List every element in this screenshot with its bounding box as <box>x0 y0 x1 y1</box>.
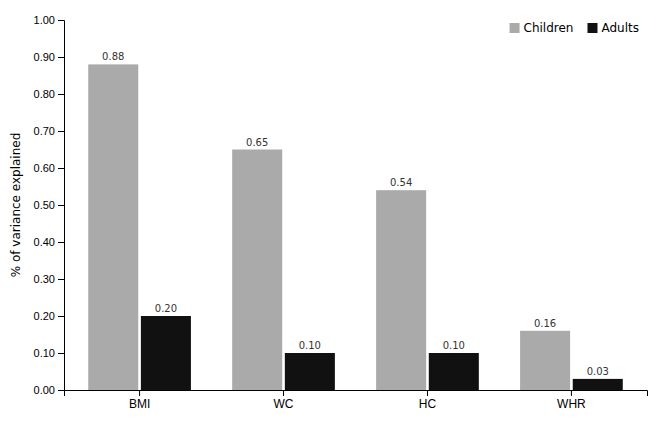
y-tick-mark <box>58 316 64 317</box>
data-label: 0.20 <box>155 303 177 314</box>
bar <box>88 64 138 390</box>
y-tick-label: 0.20 <box>34 310 55 322</box>
y-tick-label: 0.90 <box>34 51 55 63</box>
legend-swatch <box>510 23 520 33</box>
y-tick: 0.70 <box>34 125 64 137</box>
y-axis-line <box>58 21 65 391</box>
legend-swatch <box>587 23 597 33</box>
y-tick: 0.60 <box>34 162 64 174</box>
y-tick-mark <box>58 168 64 169</box>
bar <box>429 353 479 390</box>
y-tick: 0.80 <box>34 88 64 100</box>
y-tick-label: 0.10 <box>34 347 55 359</box>
legend-label: Adults <box>601 21 639 35</box>
legend: Children Adults <box>510 21 639 35</box>
y-tick-mark <box>58 242 64 243</box>
y-tick: 0.90 <box>34 51 64 63</box>
y-tick-mark <box>58 390 64 391</box>
y-tick-label: 0.60 <box>34 162 55 174</box>
x-tick: HC <box>419 390 437 411</box>
x-tick-label: HC <box>419 397 437 411</box>
y-axis-title: % of variance explained <box>9 133 23 278</box>
data-label: 0.10 <box>443 340 465 351</box>
y-tick: 0.20 <box>34 310 64 322</box>
y-tick-mark <box>58 205 64 206</box>
y-tick-mark <box>58 279 64 280</box>
y-tick-mark <box>58 57 64 58</box>
x-tick-mark <box>427 390 428 396</box>
x-tick: BMI <box>129 390 150 411</box>
y-tick-label: 1.00 <box>34 14 55 26</box>
y-tick-label: 0.50 <box>34 199 55 211</box>
x-tick-label: BMI <box>129 397 150 411</box>
x-tick: WC <box>274 390 294 411</box>
bars <box>88 64 623 390</box>
y-tick: 0.50 <box>34 199 64 211</box>
x-axis-line <box>65 391 648 397</box>
data-label: 0.16 <box>534 318 556 329</box>
data-label: 0.88 <box>102 51 124 62</box>
y-tick: 0.10 <box>34 347 64 359</box>
x-tick-label: WHR <box>557 397 586 411</box>
data-label: 0.54 <box>390 177 412 188</box>
y-tick-mark <box>58 94 64 95</box>
y-tick-mark <box>58 353 64 354</box>
plot: 0.00 0.10 0.20 0.30 0.40 0.50 0.60 0.70 0.80 0.90… <box>34 14 648 411</box>
y-tick-label: 0.00 <box>34 384 55 396</box>
y-tick: 0.00 <box>34 384 64 396</box>
legend-item: Children <box>510 21 574 35</box>
x-tick: WHR <box>557 390 586 411</box>
data-label: 0.03 <box>587 366 609 377</box>
legend-label: Children <box>524 21 574 35</box>
y-tick: 0.40 <box>34 236 64 248</box>
y-tick-label: 0.70 <box>34 125 55 137</box>
x-tick-mark <box>283 390 284 396</box>
y-tick: 0.30 <box>34 273 64 285</box>
y-tick-label: 0.30 <box>34 273 55 285</box>
chart: 0.00 0.10 0.20 0.30 0.40 0.50 0.60 0.70 0.80 0.90… <box>0 0 662 426</box>
x-tick-mark <box>571 390 572 396</box>
data-label: 0.65 <box>246 137 268 148</box>
y-axis: 0.00 0.10 0.20 0.30 0.40 0.50 0.60 0.70 0.80 0.90… <box>34 14 65 396</box>
bar <box>141 316 191 390</box>
x-tick-label: WC <box>274 397 294 411</box>
y-tick-mark <box>58 131 64 132</box>
bar <box>285 353 335 390</box>
data-labels: 0.88 0.65 0.54 0.16 0.20 0.10 0.10 0.03 <box>102 51 609 377</box>
y-tick-label: 0.80 <box>34 88 55 100</box>
x-tick-mark <box>139 390 140 396</box>
bar <box>573 379 623 390</box>
y-tick-label: 0.40 <box>34 236 55 248</box>
x-axis: BMI WC HC WHR <box>65 390 648 411</box>
bar <box>376 190 426 390</box>
bar <box>520 331 570 390</box>
data-label: 0.10 <box>299 340 321 351</box>
legend-item: Adults <box>587 21 639 35</box>
y-tick-mark <box>58 20 64 21</box>
bar <box>232 150 282 391</box>
y-tick: 1.00 <box>34 14 64 26</box>
